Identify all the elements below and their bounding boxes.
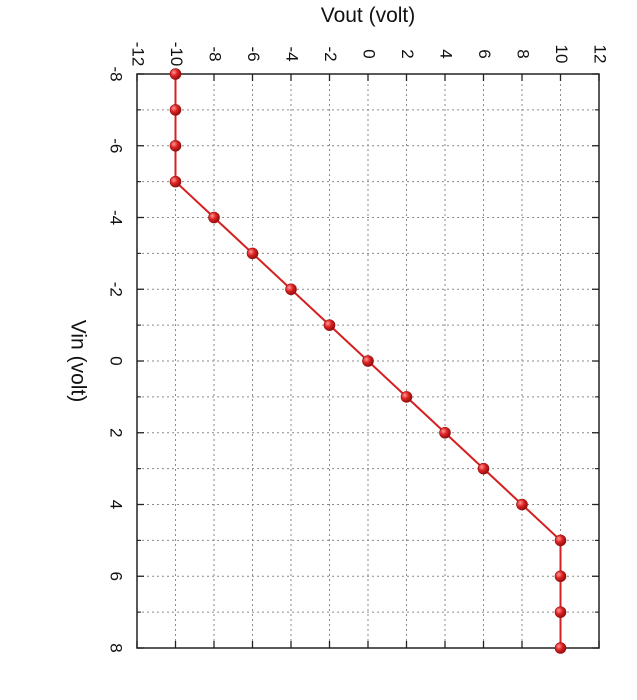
vout-tick-label: -10 (167, 42, 186, 67)
vout-tick-label: -4 (283, 46, 302, 61)
vin-tick-label: -4 (107, 210, 126, 225)
data-point-marker (554, 570, 567, 583)
data-point-marker (516, 498, 528, 511)
vout-tick-label: 8 (514, 49, 533, 58)
data-point-marker (169, 104, 182, 116)
vout-tick-label: -8 (206, 46, 225, 61)
data-point-marker (554, 606, 567, 618)
vout-tick-label: -6 (244, 46, 263, 61)
vout-tick-label: -2 (321, 46, 340, 61)
data-point-marker (323, 319, 336, 331)
vin-tick-label: -8 (107, 66, 126, 81)
data-point-marker (169, 139, 182, 152)
vin-tick-label: -2 (107, 282, 126, 297)
y-axis-title: Vout (volt) (321, 4, 416, 27)
data-point-marker (169, 68, 182, 80)
data-point-marker (208, 211, 220, 224)
vout-tick-label: -12 (129, 42, 148, 67)
data-point-marker (554, 642, 567, 654)
x-axis-title: Vin (volt) (66, 320, 89, 402)
data-point-marker (362, 355, 374, 367)
data-point-marker (439, 426, 451, 439)
vout-tick-label: 0 (360, 49, 379, 58)
vin-tick-label: 4 (107, 500, 126, 509)
data-series (169, 68, 567, 654)
grid-lines (137, 74, 599, 648)
vin-tick-label: -6 (107, 138, 126, 153)
tick-labels: -12 -10 -8 -6 -4 -2 0 2 4 6 8 10 12 -8 -6 -4 -2 0 2 4 6 8 (107, 42, 610, 653)
data-point-marker (169, 175, 182, 188)
vout-tick-label: 4 (437, 49, 456, 58)
vin-tick-label: 2 (107, 428, 126, 437)
vin-tick-label: 0 (107, 356, 126, 365)
vout-tick-label: 10 (552, 45, 571, 64)
data-point-marker (285, 283, 297, 296)
data-point-marker (400, 391, 413, 403)
data-point-marker (246, 247, 259, 260)
vin-tick-label: 6 (107, 572, 126, 581)
vout-tick-label: 2 (398, 49, 417, 58)
vin-tick-label: 8 (107, 643, 126, 652)
data-point-marker (554, 534, 567, 547)
vout-tick-label: 12 (591, 45, 610, 64)
vout-tick-label: 6 (475, 49, 494, 58)
data-point-marker (477, 462, 490, 475)
